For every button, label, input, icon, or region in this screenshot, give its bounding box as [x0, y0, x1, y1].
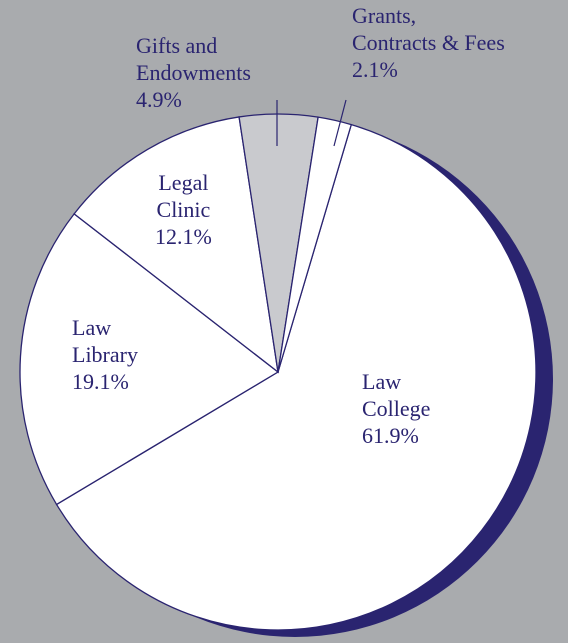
- slice-label: Legal Clinic 12.1%: [155, 169, 212, 250]
- value-label: 12.1%: [155, 224, 212, 249]
- value-label: 19.1%: [72, 369, 129, 394]
- value-label: 4.9%: [136, 87, 182, 112]
- pie-slice: [55, 123, 537, 631]
- slice-label: Law College 61.9%: [362, 368, 430, 449]
- category-name: Law Library: [72, 315, 138, 367]
- pie-slice: [277, 116, 353, 373]
- value-label: 61.9%: [362, 423, 419, 448]
- category-name: Law College: [362, 369, 431, 421]
- slice-label: Law Library 19.1%: [72, 314, 138, 395]
- category-name: Gifts and Endowments: [136, 33, 251, 85]
- value-label: 2.1%: [352, 57, 398, 82]
- slice-label: Grants, Contracts & Fees 2.1%: [352, 2, 505, 83]
- category-name: Grants, Contracts & Fees: [352, 3, 505, 55]
- category-name: Legal Clinic: [156, 170, 211, 222]
- slices: [19, 113, 537, 631]
- pie-slice: [19, 212, 280, 506]
- leader-line: [333, 99, 347, 147]
- slice-label: Gifts and Endowments 4.9%: [136, 32, 251, 113]
- pie-slice: [73, 116, 279, 374]
